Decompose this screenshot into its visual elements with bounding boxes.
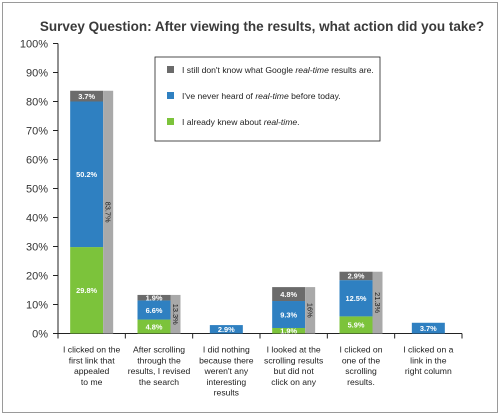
bar-segment	[137, 294, 171, 301]
bar-value-label: 4.8%	[280, 290, 297, 299]
legend-entry-label: I've never heard of real-time before tod…	[182, 91, 341, 101]
x-category-label-line: to me	[81, 377, 103, 387]
bar-value-label: 1.9%	[146, 293, 163, 302]
bar-value-label: 29.8%	[76, 286, 97, 295]
y-tick-label: 20%	[26, 271, 48, 283]
x-category-label-line: I did nothing	[203, 345, 250, 355]
legend-entry-text: I've never heard of	[182, 91, 255, 101]
bar-segment	[339, 280, 373, 317]
x-category-label-line: appealed	[74, 366, 110, 376]
total-value-label: 16%	[306, 303, 315, 318]
x-category-label: I clicked on the first link that appealed t…	[63, 345, 121, 387]
x-category-label: I did nothing because there weren't any int…	[199, 345, 254, 398]
legend-box	[154, 56, 381, 142]
y-tick-label: 90%	[26, 68, 48, 80]
y-tick-label: 10%	[26, 300, 48, 312]
legend-entry-text: before today.	[289, 91, 341, 101]
legend-swatch	[167, 66, 174, 73]
legend-entry-text: .	[297, 117, 299, 127]
bar-value-label: 1.9%	[280, 327, 297, 336]
y-axis: 0% 10% 20% 30% 40% 50% 60% 70% 80% 90% 100%	[20, 39, 59, 341]
bar-value-label: 3.7%	[420, 324, 437, 333]
x-category-label-line: interesting	[207, 377, 247, 387]
bar-segment	[339, 316, 373, 334]
x-category-label-line: one of the	[342, 355, 380, 365]
y-tick-label: 0%	[32, 329, 48, 341]
bar-value-label: 6.6%	[146, 306, 163, 315]
x-category-label-line: click on any	[271, 377, 317, 387]
total-value-label: 13.3%	[171, 304, 180, 325]
bar-segment	[339, 271, 373, 281]
legend-entry-label: I already knew about real-time.	[182, 117, 300, 127]
bar-value-label: 12.5%	[346, 294, 367, 303]
legend: I still don't know what Google real-time…	[154, 56, 381, 142]
bar-segment	[137, 300, 171, 320]
x-category-label-line: I looked at the	[267, 345, 321, 355]
legend-entry-text: results are.	[329, 65, 374, 75]
y-tick-label: 100%	[20, 39, 48, 51]
bar-segment	[272, 287, 306, 302]
x-category-label: I clicked on a link in the right column	[403, 345, 453, 377]
legend-entry-text: I already knew about	[182, 117, 264, 127]
x-category-label-line: weren't any	[203, 366, 248, 376]
bar-segment	[70, 90, 104, 102]
x-category-label-line: the search	[139, 377, 179, 387]
total-bar	[103, 90, 114, 334]
bar-segment	[70, 101, 104, 248]
x-category-label: I looked at the scrolling results but did …	[264, 345, 323, 387]
legend-entry-text: real-time	[255, 91, 289, 101]
bar-segment	[209, 325, 243, 334]
x-category-label: After scrolling through the results, I rev…	[128, 345, 191, 387]
x-category-label-line: scrolling	[345, 366, 377, 376]
legend-entry-text: I still don't know what Google	[182, 65, 295, 75]
bar-segment	[411, 322, 445, 334]
bar-value-label: 3.7%	[78, 92, 95, 101]
bar-segment	[70, 247, 104, 334]
x-category-label-line: link in the	[410, 355, 447, 365]
y-tick-label: 30%	[26, 242, 48, 254]
legend-entry-text: real-time	[295, 65, 329, 75]
legend-swatch	[167, 118, 174, 125]
bar-value-label: 9.3%	[280, 310, 297, 319]
x-category-label-line: but did not	[274, 366, 315, 376]
x-category-label-line: results	[214, 388, 239, 398]
total-bar	[170, 294, 181, 334]
x-category-label-line: results, I revised	[128, 366, 191, 376]
bar-value-label: 2.9%	[218, 325, 235, 334]
total-bar	[372, 271, 383, 334]
legend-entry-label: I still don't know what Google real-time…	[182, 65, 374, 75]
bar-segment	[272, 301, 306, 328]
x-category-label: I clicked on one of the scrolling results.	[340, 345, 383, 387]
x-category-label-line: first link that	[69, 355, 115, 365]
x-axis: I clicked on the first link that appealed t…	[57, 333, 463, 398]
x-category-label-line: results.	[347, 377, 375, 387]
x-category-label-line: I clicked on	[340, 345, 383, 355]
x-category-label-line: through the	[137, 355, 181, 365]
x-category-label-line: I clicked on the	[63, 345, 121, 355]
y-tick-label: 80%	[26, 97, 48, 109]
bar-value-label: 5.9%	[348, 321, 365, 330]
total-value-label: 21.3%	[373, 292, 382, 313]
bar-value-label: 50.2%	[76, 170, 97, 179]
x-category-label-line: After scrolling	[133, 345, 185, 355]
y-tick-label: 40%	[26, 213, 48, 225]
chart-title: Survey Question: After viewing the resul…	[40, 19, 484, 34]
x-category-label-line: right column	[405, 366, 452, 376]
x-category-label-line: because there	[199, 355, 254, 365]
legend-entry-text: real-time	[264, 117, 298, 127]
y-tick-label: 60%	[26, 155, 48, 167]
total-value-label: 83.7%	[104, 202, 113, 223]
y-tick-label: 70%	[26, 126, 48, 138]
bar-segment	[137, 319, 171, 334]
bar-value-label: 2.9%	[348, 272, 365, 281]
x-category-label-line: I clicked on a	[403, 345, 453, 355]
y-tick-label: 50%	[26, 184, 48, 196]
x-category-label-line: scrolling results	[264, 355, 323, 365]
bar-segment	[272, 327, 306, 334]
legend-swatch	[167, 92, 174, 99]
bars: 29.8% 50.2% 3.7% 83.7% 4.8% 6.6% 1.9% 13.3% 2.9%…	[70, 90, 445, 336]
bar-value-label: 4.8%	[146, 322, 163, 331]
total-bar	[305, 287, 316, 334]
